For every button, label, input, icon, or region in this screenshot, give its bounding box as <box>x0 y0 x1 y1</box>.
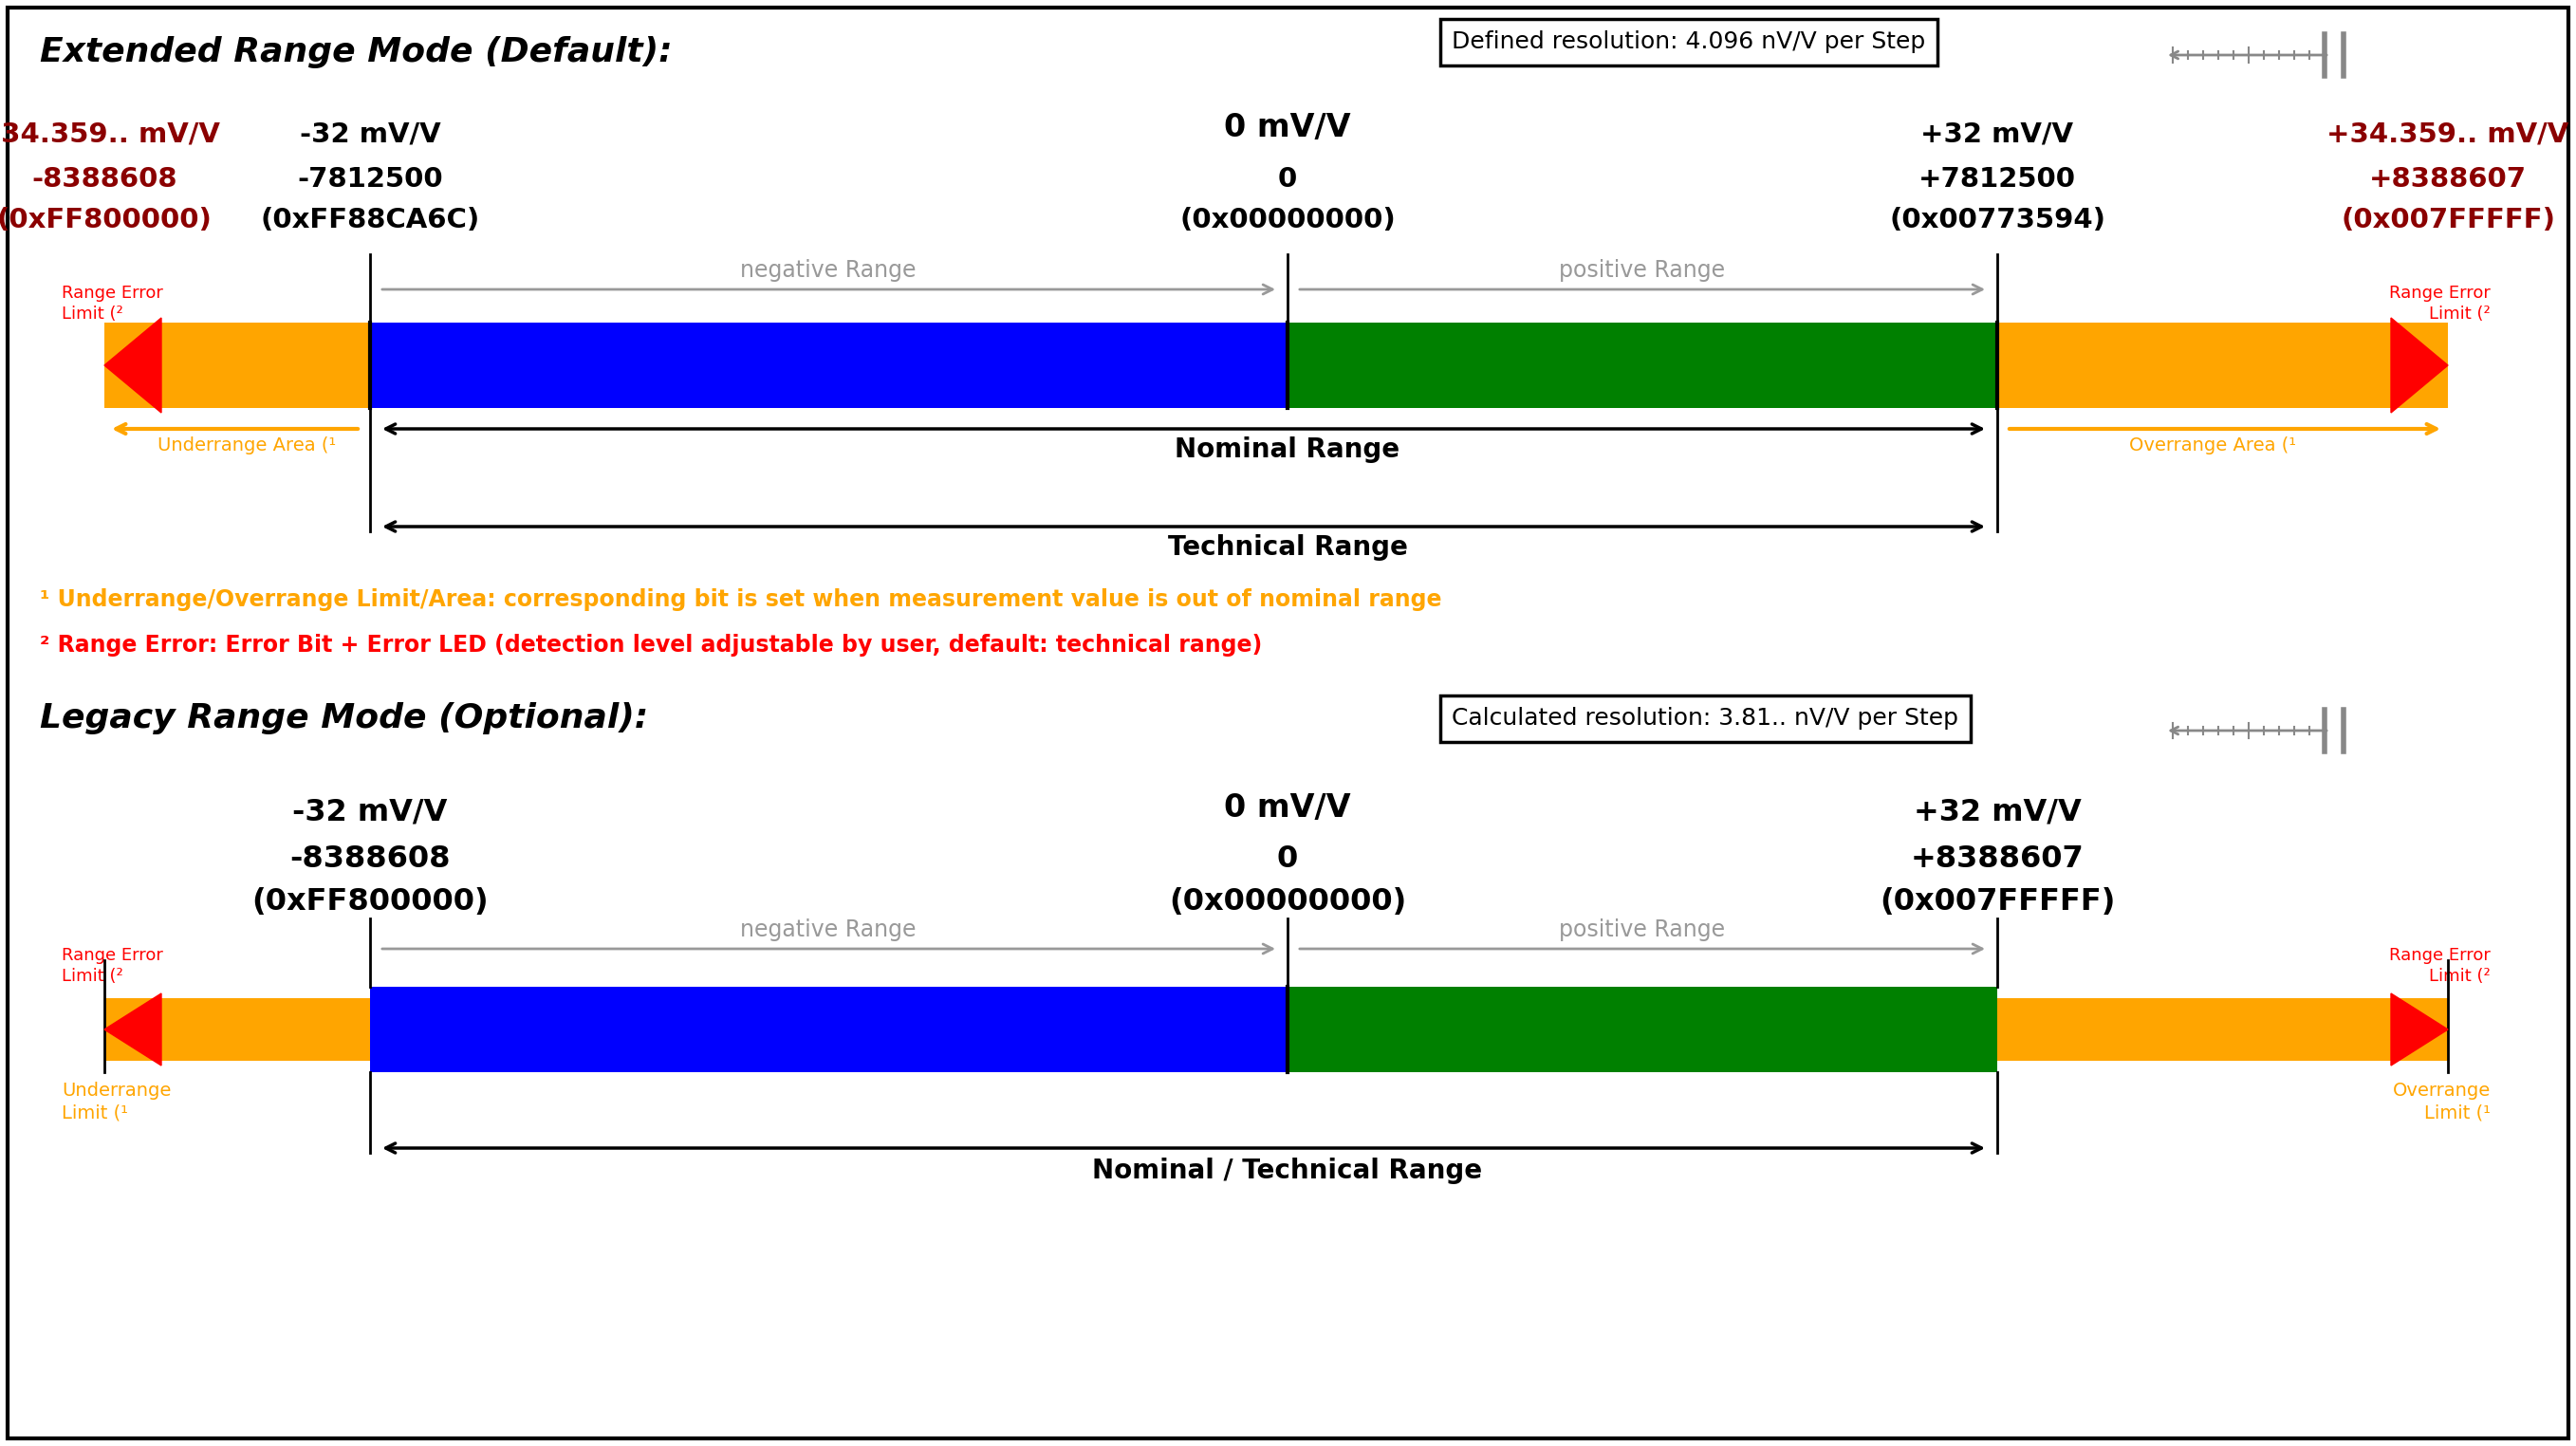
Text: +34.359.. mV/V: +34.359.. mV/V <box>2326 121 2568 147</box>
Text: 0: 0 <box>1278 166 1298 192</box>
Text: Technical Range: Technical Range <box>1167 534 1406 561</box>
Text: Range Error
Limit (²: Range Error Limit (² <box>62 285 162 322</box>
Bar <box>106 322 371 408</box>
Text: (0x007FFFFF): (0x007FFFFF) <box>1880 888 2115 917</box>
Bar <box>371 322 1288 408</box>
Polygon shape <box>106 993 162 1066</box>
Text: 0 mV/V: 0 mV/V <box>1224 111 1350 143</box>
Text: (0x00773594): (0x00773594) <box>1888 207 2105 233</box>
Text: Range Error
Limit (²: Range Error Limit (² <box>62 947 162 985</box>
Text: 0: 0 <box>1278 844 1298 873</box>
Text: (0xFF800000): (0xFF800000) <box>252 888 489 917</box>
Text: Range Error
Limit (²: Range Error Limit (² <box>2388 947 2491 985</box>
Text: +32 mV/V: +32 mV/V <box>1922 121 2074 147</box>
Text: 0 mV/V: 0 mV/V <box>1224 792 1350 824</box>
Text: -32 mV/V: -32 mV/V <box>294 797 448 827</box>
Bar <box>1288 986 1996 1071</box>
Text: Extended Range Mode (Default):: Extended Range Mode (Default): <box>39 36 672 68</box>
Text: Underrange Area (¹: Underrange Area (¹ <box>157 437 335 454</box>
Bar <box>371 986 1288 1071</box>
Text: Nominal / Technical Range: Nominal / Technical Range <box>1092 1158 1484 1184</box>
Text: ² Range Error: Error Bit + Error LED (detection level adjustable by user, defaul: ² Range Error: Error Bit + Error LED (de… <box>39 633 1262 656</box>
Bar <box>1996 998 2447 1061</box>
Polygon shape <box>2391 993 2447 1066</box>
Text: positive Range: positive Range <box>1558 918 1726 941</box>
Text: +7812500: +7812500 <box>1919 166 2076 192</box>
Text: -8388608: -8388608 <box>289 844 451 873</box>
Text: (0xFF88CA6C): (0xFF88CA6C) <box>260 207 479 233</box>
Text: (0x00000000): (0x00000000) <box>1170 888 1406 917</box>
Bar <box>106 998 371 1061</box>
Text: Overrange
Limit (¹: Overrange Limit (¹ <box>2393 1082 2491 1122</box>
Text: negative Range: negative Range <box>739 918 917 941</box>
Text: -7812500: -7812500 <box>296 166 443 192</box>
Text: Nominal Range: Nominal Range <box>1175 437 1399 463</box>
Text: +8388607: +8388607 <box>2370 166 2527 192</box>
Text: positive Range: positive Range <box>1558 259 1726 282</box>
Text: (0x00000000): (0x00000000) <box>1180 207 1396 233</box>
Text: -32 mV/V: -32 mV/V <box>299 121 440 147</box>
Polygon shape <box>2391 318 2447 412</box>
Text: +8388607: +8388607 <box>1911 844 2084 873</box>
Text: -34.359.. mV/V: -34.359.. mV/V <box>0 121 219 147</box>
Text: (0xFF800000): (0xFF800000) <box>0 207 211 233</box>
Text: ¹ Underrange/Overrange Limit/Area: corresponding bit is set when measurement val: ¹ Underrange/Overrange Limit/Area: corre… <box>39 589 1443 612</box>
Text: Legacy Range Mode (Optional):: Legacy Range Mode (Optional): <box>39 703 649 735</box>
Text: (0x007FFFFF): (0x007FFFFF) <box>2342 207 2555 233</box>
Text: Underrange
Limit (¹: Underrange Limit (¹ <box>62 1082 170 1122</box>
Text: -8388608: -8388608 <box>31 166 178 192</box>
Bar <box>1288 322 1996 408</box>
Text: +32 mV/V: +32 mV/V <box>1914 797 2081 827</box>
Text: negative Range: negative Range <box>739 259 917 282</box>
Bar <box>1996 322 2447 408</box>
Text: Range Error
Limit (²: Range Error Limit (² <box>2388 285 2491 322</box>
Text: Overrange Area (¹: Overrange Area (¹ <box>2128 437 2295 454</box>
Polygon shape <box>106 318 162 412</box>
Text: Calculated resolution: 3.81.. nV/V per Step: Calculated resolution: 3.81.. nV/V per S… <box>1453 707 1958 730</box>
Text: Defined resolution: 4.096 nV/V per Step: Defined resolution: 4.096 nV/V per Step <box>1453 30 1924 54</box>
